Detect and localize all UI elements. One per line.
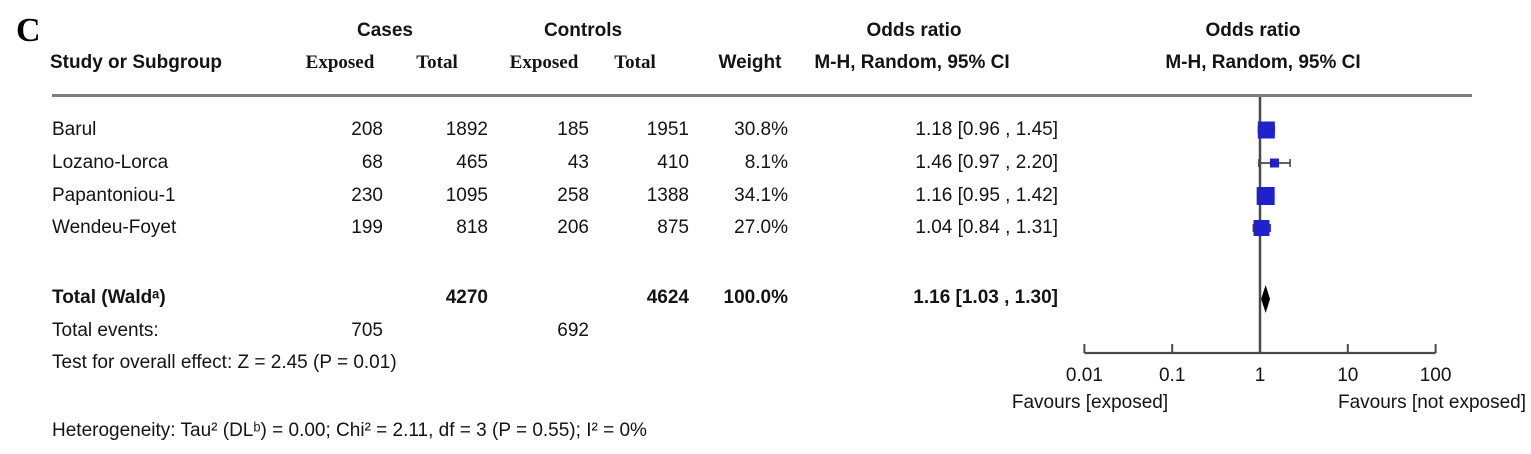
header-controls-exposed: Exposed xyxy=(509,52,579,73)
header-group-odds-ratio-right: Odds ratio xyxy=(1205,20,1301,41)
total-events-label: Total events: xyxy=(52,320,159,341)
total-cases-total: 4270 xyxy=(445,287,488,308)
cell-or-text: 1.16 [0.95 , 1.42] xyxy=(915,185,1058,206)
study-marker xyxy=(1257,121,1275,139)
cell-cases-exposed: 230 xyxy=(351,185,383,206)
cell-cases-exposed: 68 xyxy=(361,152,383,173)
cell-weight: 30.8% xyxy=(734,119,788,140)
cell-cases-total: 465 xyxy=(456,152,488,173)
axis-tick-label: 1 xyxy=(1255,365,1266,386)
cell-controls-exposed: 43 xyxy=(567,152,589,173)
total-or-ci: 1.16 [1.03 , 1.30] xyxy=(913,287,1058,308)
cell-or-text: 1.46 [0.97 , 2.20] xyxy=(915,152,1058,173)
study-name: Barul xyxy=(52,119,97,140)
axis-tick-label: 0.01 xyxy=(1066,365,1103,386)
favours-left-label: Favours [exposed] xyxy=(1012,392,1168,413)
total-label: Total (Waldᵃ) xyxy=(52,287,166,308)
panel-label: C xyxy=(16,12,41,49)
overall-effect-test: Test for overall effect: Z = 2.45 (P = 0… xyxy=(52,352,397,373)
study-marker xyxy=(1269,158,1279,168)
header-mh-ci-left: M-H, Random, 95% CI xyxy=(814,52,1010,73)
header-cases-exposed: Exposed xyxy=(305,52,375,73)
cell-or-text: 1.04 [0.84 , 1.31] xyxy=(915,217,1058,238)
total-weight: 100.0% xyxy=(723,287,788,308)
cell-cases-total: 1095 xyxy=(445,185,488,206)
header-group-cases: Cases xyxy=(357,20,413,41)
total-controls-total: 4624 xyxy=(646,287,689,308)
header-group-controls: Controls xyxy=(543,20,623,41)
cell-or-text: 1.18 [0.96 , 1.45] xyxy=(915,119,1058,140)
cell-weight: 27.0% xyxy=(734,217,788,238)
total-events-cases: 705 xyxy=(351,320,383,341)
study-name: Papantoniou-1 xyxy=(52,185,176,206)
cell-controls-total: 875 xyxy=(657,217,689,238)
study-name: Lozano-Lorca xyxy=(52,152,169,173)
favours-right-label: Favours [not exposed] xyxy=(1338,392,1526,413)
cell-weight: 8.1% xyxy=(744,152,788,173)
header-weight: Weight xyxy=(718,52,782,73)
header-rule xyxy=(52,94,1472,97)
header-study: Study or Subgroup xyxy=(50,52,223,73)
axis-tick-label: 100 xyxy=(1420,365,1452,386)
study-marker xyxy=(1253,220,1270,236)
header-controls-total: Total xyxy=(614,52,656,73)
study-name: Wendeu-Foyet xyxy=(52,217,177,238)
summary-diamond xyxy=(1261,285,1271,313)
cell-cases-exposed: 208 xyxy=(351,119,383,140)
total-events-controls: 692 xyxy=(557,320,589,341)
cell-controls-total: 1388 xyxy=(646,185,689,206)
header-cases-total: Total xyxy=(416,52,458,73)
axis-tick-label: 10 xyxy=(1337,365,1358,386)
cell-cases-exposed: 199 xyxy=(351,217,383,238)
heterogeneity-note: Heterogeneity: Tau² (DLᵇ) = 0.00; Chi² =… xyxy=(52,420,647,441)
study-marker xyxy=(1256,187,1275,205)
cell-cases-total: 1892 xyxy=(445,119,488,140)
cell-controls-exposed: 206 xyxy=(557,217,589,238)
cell-controls-exposed: 185 xyxy=(557,119,589,140)
header-mh-ci-right: M-H, Random, 95% CI xyxy=(1165,52,1361,73)
cell-cases-total: 818 xyxy=(456,217,488,238)
axis-tick-label: 0.1 xyxy=(1159,365,1185,386)
header-group-odds-ratio-left: Odds ratio xyxy=(866,20,962,41)
cell-controls-total: 410 xyxy=(657,152,689,173)
cell-controls-total: 1951 xyxy=(646,119,689,140)
cell-controls-exposed: 258 xyxy=(557,185,589,206)
cell-weight: 34.1% xyxy=(734,185,788,206)
